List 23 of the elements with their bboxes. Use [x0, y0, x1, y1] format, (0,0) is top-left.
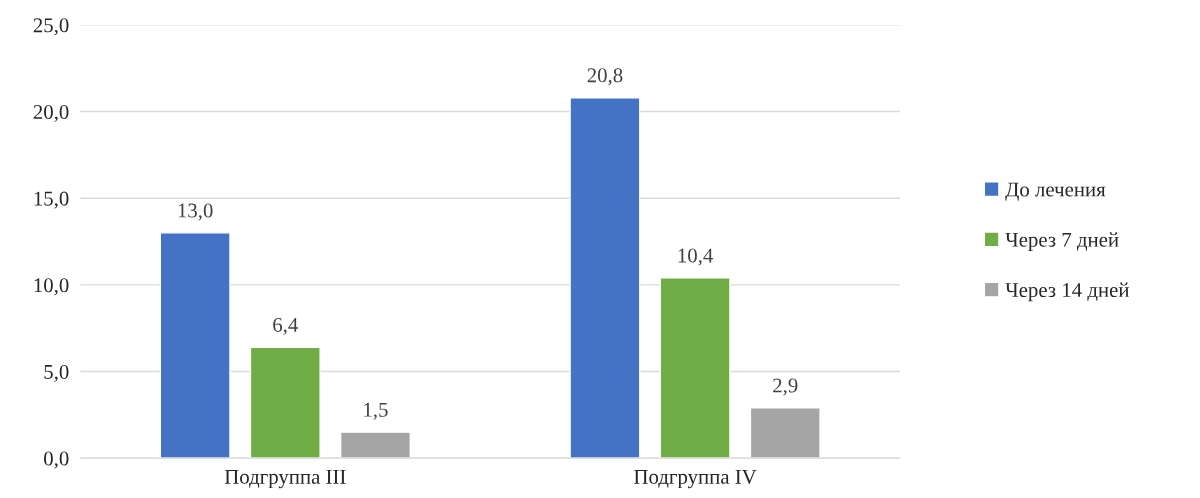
bar [249, 346, 321, 459]
data-label: 10,4 [678, 248, 713, 266]
legend-label: Через 7 дней [1005, 232, 1119, 252]
bar [749, 407, 821, 459]
y-tick-label: 0,0 [44, 451, 69, 469]
bar [659, 277, 731, 459]
x-tick-label: Подгруппа IV [634, 470, 757, 489]
bar [569, 96, 641, 459]
data-label: 1,5 [364, 402, 388, 420]
data-label: 13,0 [178, 203, 213, 221]
bar [339, 431, 411, 459]
data-label: 6,4 [273, 317, 298, 335]
bar [159, 232, 231, 459]
y-tick-label: 5,0 [44, 364, 69, 382]
data-label: 20,8 [587, 68, 623, 86]
data-label: 2,9 [773, 378, 798, 396]
y-tick-label: 20,0 [33, 104, 69, 122]
legend-label: Через 14 дней [1005, 282, 1129, 302]
x-tick-label: Подгруппа III [224, 470, 346, 489]
y-tick-label: 25,0 [33, 18, 69, 36]
y-tick-label: 15,0 [34, 191, 69, 209]
legend-label: До лечения [1005, 182, 1106, 201]
y-tick-label: 10,0 [34, 278, 69, 296]
